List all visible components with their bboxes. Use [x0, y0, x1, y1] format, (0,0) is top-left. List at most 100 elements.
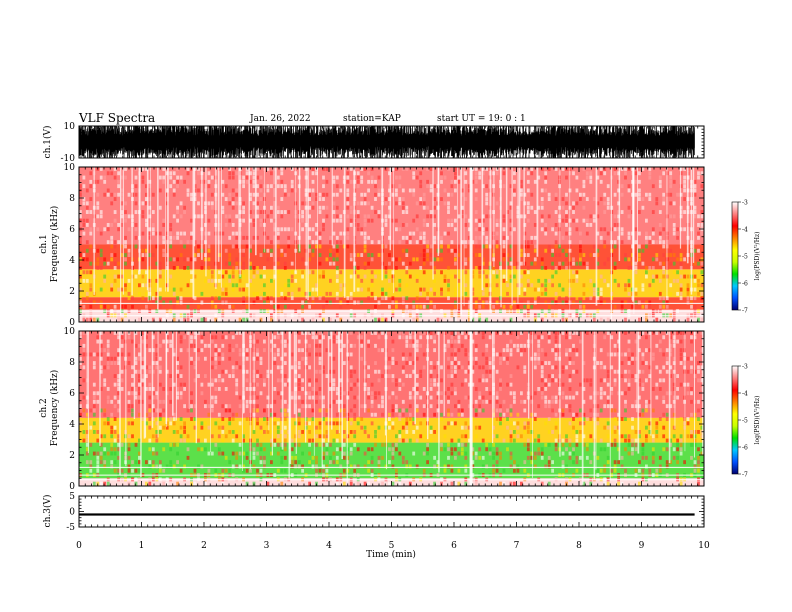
noise-streak — [140, 331, 142, 478]
noise-streak — [327, 331, 330, 443]
noise-streak — [338, 331, 340, 413]
noise-streak — [175, 331, 177, 421]
noise-streak — [381, 167, 384, 281]
noise-streak — [295, 331, 297, 454]
y-tick-label: 8 — [69, 194, 75, 204]
y-tick-label: 10 — [64, 163, 76, 173]
noise-streak — [281, 331, 284, 450]
noise-streak — [384, 331, 387, 436]
noise-streak — [157, 331, 159, 438]
ch3-waveform-panel — [79, 513, 695, 516]
x-tick-label: 6 — [451, 541, 457, 551]
noise-streak — [595, 167, 598, 306]
x-tick-label: 9 — [639, 541, 645, 551]
noise-streak — [243, 331, 245, 414]
bright-vertical-gap — [469, 331, 473, 486]
x-tick-label: 8 — [576, 541, 582, 551]
ch1-waveform-ylabel: ch.1(V) — [42, 126, 53, 159]
noise-streak — [192, 167, 195, 299]
noise-streak — [581, 331, 584, 485]
noise-streak — [220, 167, 222, 288]
noise-streak — [239, 167, 241, 277]
colorbar-gradient — [731, 365, 739, 475]
noise-streak — [238, 167, 240, 249]
y-tick-label: 6 — [69, 225, 75, 235]
noise-streak — [517, 167, 519, 304]
noise-streak — [536, 167, 539, 257]
colorbar-tick-label: -7 — [742, 308, 748, 315]
noise-streak — [528, 331, 530, 419]
noise-streak — [499, 167, 501, 245]
noise-streak — [690, 167, 693, 295]
noise-streak — [86, 331, 88, 410]
y-tick-label: -5 — [66, 523, 75, 533]
ch1-spectrogram-panel — [79, 167, 704, 322]
noise-streak — [518, 167, 521, 295]
noise-streak — [686, 167, 689, 264]
start-time-label: start UT = 19: 0 : 1 — [437, 114, 526, 124]
noise-streak — [146, 167, 148, 291]
y-tick-label: -10 — [61, 154, 76, 164]
axis-ticks — [78, 125, 705, 528]
noise-streak — [679, 167, 682, 249]
x-tick-label: 0 — [76, 541, 82, 551]
noise-streak — [271, 331, 273, 456]
noise-streak — [188, 331, 190, 409]
noise-streak — [460, 167, 463, 315]
noise-streak — [165, 167, 166, 292]
noise-streak — [293, 331, 296, 415]
noise-streak — [87, 331, 89, 454]
noise-streak — [242, 331, 243, 471]
noise-streak — [167, 167, 169, 292]
noise-streak — [165, 331, 168, 424]
noise-streak — [253, 331, 255, 431]
noise-streak — [210, 331, 211, 452]
noise-streak — [684, 331, 686, 452]
noise-streak — [523, 167, 525, 266]
noise-streak — [201, 167, 203, 260]
noise-streak — [443, 331, 445, 417]
noise-streak — [559, 331, 561, 457]
noise-streak — [637, 331, 640, 454]
colorbar-tick-label: -6 — [742, 281, 748, 288]
noise-streak — [93, 167, 95, 295]
noise-streak — [122, 167, 124, 295]
noise-streak — [205, 167, 207, 277]
ch2-spectrogram-ylabel-line1: ch.2 — [39, 398, 49, 417]
y-tick-label: 5 — [69, 492, 75, 502]
ch1-spectrogram-ylabel-line1: ch.1 — [39, 234, 49, 253]
noise-streak — [289, 331, 292, 464]
noise-streak — [358, 331, 360, 417]
noise-streak — [195, 331, 197, 444]
chart-title: VLF Spectra — [79, 111, 156, 125]
noise-streak — [569, 167, 571, 318]
noise-streak — [264, 167, 265, 253]
noise-streak — [593, 331, 596, 481]
ch3-waveform-trace — [79, 513, 695, 516]
x-tick-label: 4 — [326, 541, 332, 551]
noise-streak — [138, 167, 141, 272]
noise-streak — [650, 331, 652, 436]
noise-streak — [321, 331, 323, 468]
noise-streak — [532, 331, 533, 478]
noise-streak — [618, 331, 620, 435]
noise-streak — [637, 167, 638, 263]
noise-streak — [500, 167, 502, 308]
noise-streak — [331, 167, 333, 246]
colorbar-tick-label: -6 — [742, 445, 748, 452]
noise-streak — [125, 331, 127, 467]
noise-streak — [414, 331, 416, 425]
noise-streak — [668, 331, 671, 463]
noise-streak — [298, 167, 301, 252]
y-tick-label: 4 — [69, 256, 75, 266]
noise-streak — [343, 167, 346, 298]
bright-vertical-gap — [469, 167, 473, 322]
noise-streak — [427, 331, 429, 440]
colorbar-ch1: -3 -4 -5 -6 -7 log(PSD)(V²/Hz) — [731, 200, 761, 315]
x-tick-label: 3 — [264, 541, 270, 551]
spectrogram-band — [79, 244, 704, 270]
noise-streak — [249, 331, 251, 470]
noise-streak — [193, 167, 196, 247]
